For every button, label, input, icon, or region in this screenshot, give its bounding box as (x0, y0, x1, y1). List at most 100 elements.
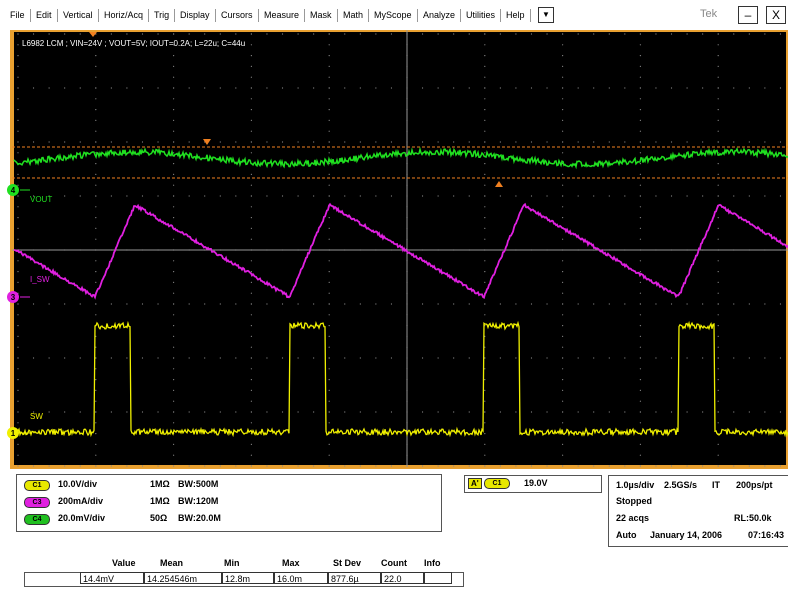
grid-dot (748, 33, 750, 35)
grid-dot (266, 303, 268, 305)
grid-dot (17, 314, 19, 316)
grid-dot (484, 141, 486, 143)
grid-dot (562, 33, 564, 35)
grid-dot (390, 195, 393, 197)
grid-dot (281, 195, 284, 197)
grid-dot (562, 454, 564, 456)
grid-dot (95, 422, 97, 424)
grid-dot (219, 411, 221, 413)
grid-dot (17, 260, 19, 262)
menu-item[interactable]: MyScope (370, 9, 418, 22)
grid-dot (250, 292, 252, 294)
grid-dot (639, 379, 642, 381)
menu-item[interactable]: Mask (306, 9, 338, 22)
grid-dot (779, 195, 782, 197)
menu-item[interactable]: Display (176, 9, 216, 22)
close-button[interactable]: X (766, 6, 786, 24)
grid-dot (639, 346, 642, 348)
grid-dot (499, 87, 501, 89)
grid-dot (639, 76, 642, 78)
grid-dot (281, 33, 284, 35)
grid-dot (235, 33, 237, 35)
grid-dot (593, 465, 595, 467)
grid-dot (484, 454, 486, 456)
menu-item[interactable]: File (6, 9, 31, 22)
minimize-button[interactable]: – (738, 6, 758, 24)
grid-dot (515, 33, 517, 35)
grid-dot (484, 87, 486, 89)
menu-item[interactable]: Help (502, 9, 531, 22)
grid-dot (17, 141, 19, 143)
grid-dot (95, 87, 97, 89)
grid-dot (17, 368, 19, 370)
grid-dot (375, 87, 377, 89)
channel-scale: 10.0V/div (58, 479, 98, 489)
grid-dot (562, 55, 564, 57)
grid-dot (639, 422, 642, 424)
grid-dot (328, 454, 330, 456)
measure-cell: 14.254546m (144, 572, 222, 584)
grid-dot (313, 411, 315, 413)
grid-dot (562, 281, 564, 283)
grid-dot (188, 195, 190, 197)
grid-dot (639, 163, 642, 165)
grid-dot (157, 87, 159, 89)
menu-bar: File Edit Vertical Horiz/Acq Trig Display Curs… (0, 0, 788, 30)
grid-dot (173, 65, 175, 67)
grid-dot (17, 465, 19, 467)
grid-dot (639, 292, 642, 294)
grid-dot (484, 227, 486, 229)
grid-dot (670, 87, 673, 89)
grid-dot (639, 368, 642, 370)
menu-item[interactable]: Horiz/Acq (100, 9, 150, 22)
grid-dot (64, 465, 66, 467)
grid-dot (173, 119, 175, 121)
acq-acqs: 22 acqs (616, 513, 650, 523)
channel-marker: 3 (11, 293, 16, 302)
grid-dot (421, 87, 424, 89)
grid-dot (484, 411, 486, 413)
channel-bandwidth: BW:500M (178, 479, 219, 489)
menu-item[interactable]: Edit (32, 9, 58, 22)
grid-dot (204, 33, 206, 35)
grid-dot (686, 33, 688, 35)
grid-dot (453, 87, 455, 89)
grid-dot (328, 65, 330, 67)
menu-item[interactable]: Measure (260, 9, 306, 22)
grid-dot (250, 325, 252, 327)
menu-item[interactable]: Utilities (462, 9, 502, 22)
grid-dot (562, 152, 564, 154)
cursor-marker (495, 181, 503, 187)
grid-dot (655, 195, 657, 197)
grid-dot (717, 119, 719, 121)
waveform-ch3 (13, 202, 788, 300)
menu-item[interactable]: Vertical (59, 9, 99, 22)
menu-item[interactable]: Trig (150, 9, 176, 22)
grid-dot (173, 303, 175, 305)
grid-dot (702, 141, 704, 143)
grid-dot (717, 44, 719, 46)
grid-dot (639, 357, 642, 359)
grid-dot (359, 195, 361, 197)
menu-item[interactable]: Math (339, 9, 370, 22)
grid-dot (577, 303, 579, 305)
grid-dot (748, 411, 750, 413)
measure-header: Count (381, 558, 407, 568)
grid-dot (126, 357, 128, 359)
grid-dot (359, 357, 361, 359)
grid-dot (17, 227, 19, 229)
menu-item[interactable]: Cursors (217, 9, 259, 22)
grid-dot (328, 173, 330, 175)
grid-dot (437, 303, 439, 305)
menu-dropdown[interactable]: ▼ (538, 7, 554, 23)
grid-dot (141, 195, 144, 197)
grid-dot (95, 65, 97, 67)
grid-dot (702, 357, 704, 359)
grid-dot (764, 357, 766, 359)
grid-dot (717, 260, 719, 262)
grid-dot (173, 109, 175, 111)
grid-dot (686, 465, 688, 467)
grid-dot (95, 281, 97, 283)
grid-dot (702, 465, 704, 467)
menu-item[interactable]: Analyze (419, 9, 462, 22)
